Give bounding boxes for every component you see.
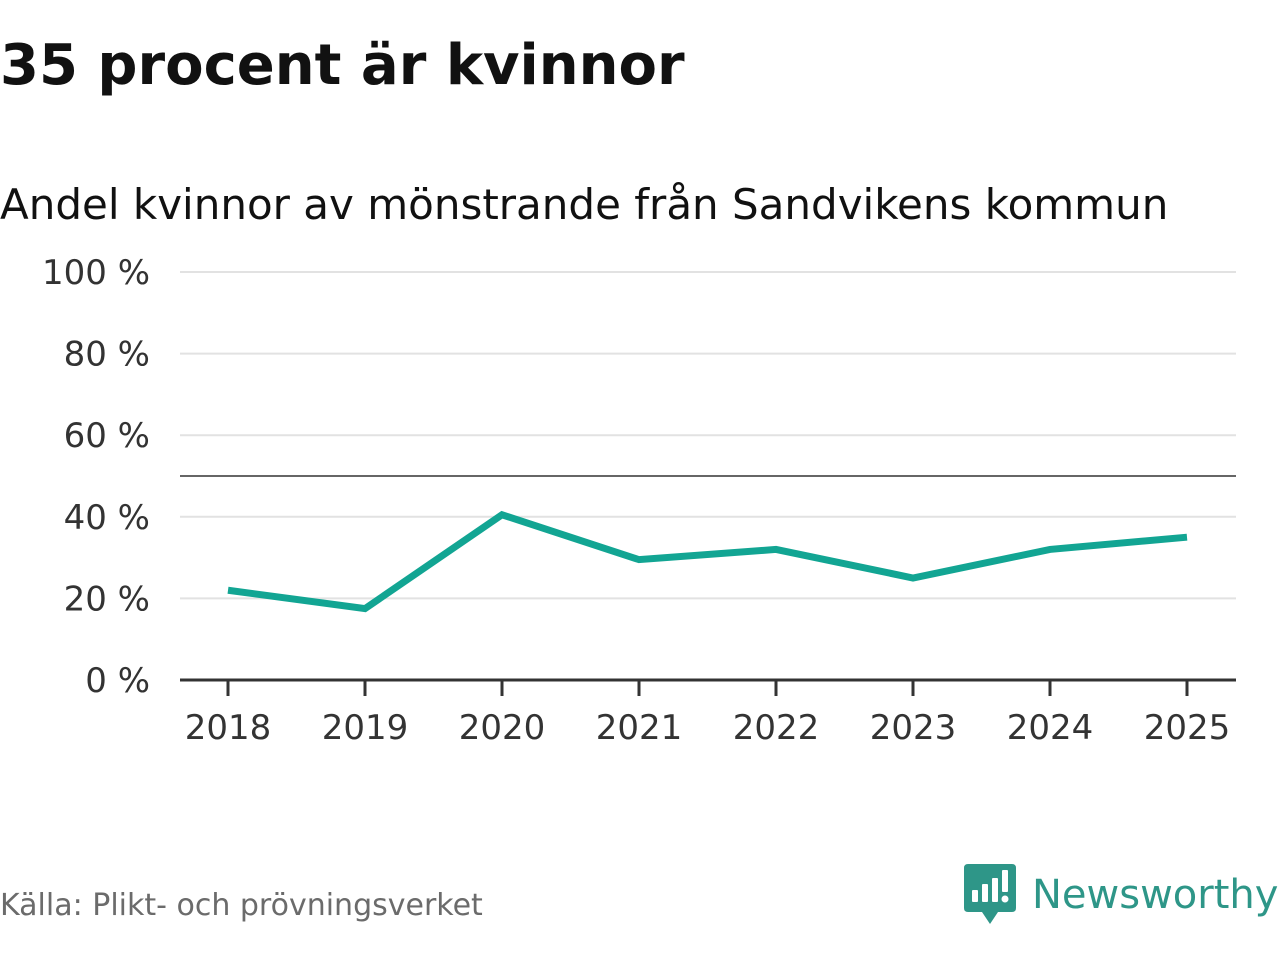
y-tick-label-100: 100 %	[42, 253, 150, 293]
x-axis-ticks: 2018 2019 2020 2021 2022 2023 2024 2025	[185, 680, 1231, 748]
y-tick-label-40: 40 %	[64, 498, 150, 538]
y-axis-ticks: 0 % 20 % 40 % 60 % 80 % 100 %	[42, 253, 150, 701]
brand-name: Newsworthy	[1032, 872, 1279, 918]
x-tick-label-2023: 2023	[870, 708, 957, 748]
y-tick-label-60: 60 %	[64, 416, 150, 456]
y-tick-label-80: 80 %	[64, 335, 150, 375]
newsworthy-logo-icon	[964, 864, 1016, 924]
x-tick-label-2025: 2025	[1144, 708, 1231, 748]
x-tick-label-2018: 2018	[185, 708, 272, 748]
x-tick-label-2021: 2021	[596, 708, 683, 748]
brand-logo: Newsworthy	[964, 864, 1278, 926]
chart-title: 35 procent är kvinnor	[0, 33, 685, 98]
y-tick-label-20: 20 %	[64, 579, 150, 619]
x-tick-label-2020: 2020	[459, 708, 546, 748]
source-note: Källa: Plikt- och prövningsverket	[0, 888, 483, 923]
series-layer	[227, 510, 1188, 613]
x-tick-label-2022: 2022	[733, 708, 820, 748]
series-line-0	[227, 510, 1188, 613]
chart-subtitle: Andel kvinnor av mönstrande från Sandvik…	[0, 180, 1169, 229]
gridlines	[180, 271, 1236, 600]
x-tick-label-2019: 2019	[322, 708, 409, 748]
x-tick-label-2024: 2024	[1007, 708, 1094, 748]
y-tick-label-0: 0 %	[85, 661, 150, 701]
